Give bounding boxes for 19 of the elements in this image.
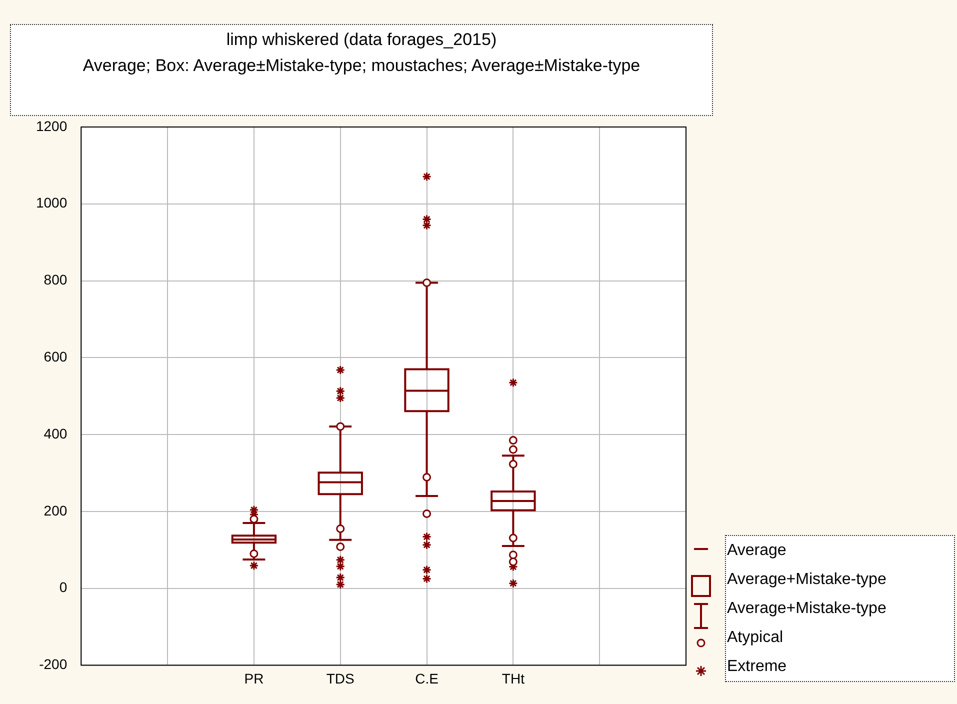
y-tick-label: 200 — [44, 502, 68, 518]
text: Average — [727, 541, 788, 561]
y-tick-label: 1200 — [36, 118, 68, 134]
y-tick-label: 0 — [59, 579, 68, 596]
x-tick-label: TDS — [326, 670, 354, 686]
x-tick-label: THt — [502, 670, 525, 686]
y-tick-label: 1000 — [36, 194, 68, 211]
x-tick-label: PR — [244, 670, 264, 686]
text: Extreme — [727, 657, 788, 677]
text: Atypical — [727, 628, 784, 648]
y-tick-label: -200 — [39, 656, 68, 672]
chart-title: limp whiskered (data forages_2015) — [225, 29, 498, 51]
x-tick-label: C.E — [415, 670, 438, 686]
text: Average+Mistake-type — [727, 570, 888, 590]
y-tick-label: 600 — [44, 348, 68, 365]
y-tick-label: 400 — [44, 425, 68, 442]
text: Average+Mistake-type — [727, 599, 888, 619]
y-tick-label: 800 — [44, 272, 68, 288]
chart-subtitle: Average; Box: Average±Mistake-type; moustaches; Average±Mistake-type — [82, 55, 642, 77]
